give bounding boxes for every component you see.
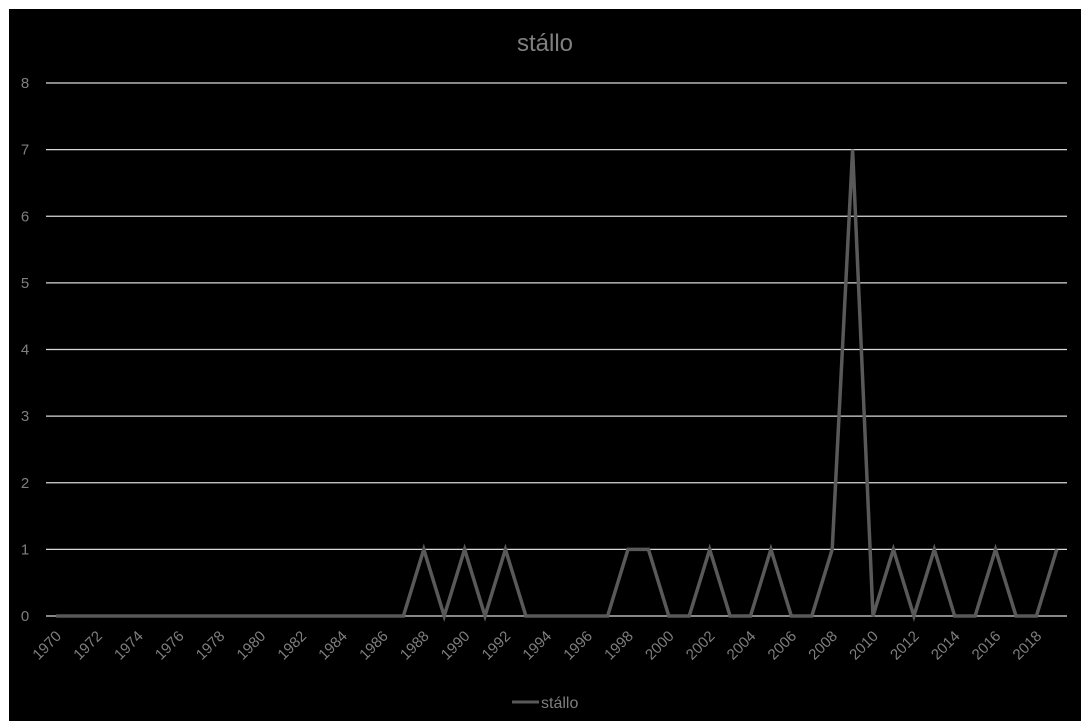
x-tick-label: 1976	[152, 628, 188, 664]
x-tick-label: 1996	[560, 628, 596, 664]
x-tick-label: 2002	[683, 628, 719, 664]
gridlines	[46, 83, 1067, 549]
x-tick-label: 1994	[519, 628, 555, 664]
y-tick-label: 0	[21, 608, 29, 625]
x-tick-label: 2016	[969, 628, 1005, 664]
x-tick-label: 1982	[274, 628, 310, 664]
x-tick-label: 2014	[928, 628, 964, 664]
x-tick-label: 1988	[397, 628, 433, 664]
x-tick-label: 2018	[1010, 628, 1046, 664]
chart-title: stállo	[517, 30, 573, 57]
y-tick-label: 8	[21, 75, 29, 92]
y-tick-label: 1	[21, 541, 29, 558]
x-tick-label: 2010	[846, 628, 882, 664]
x-tick-label: 1998	[601, 628, 637, 664]
x-tick-label: 1990	[438, 628, 474, 664]
x-tick-label: 1992	[479, 628, 515, 664]
x-tick-label: 1974	[111, 628, 147, 664]
y-tick-label: 6	[21, 208, 29, 225]
x-tick-label: 2012	[887, 628, 923, 664]
x-tick-label: 1978	[193, 628, 229, 664]
legend-label: stállo	[541, 695, 578, 712]
y-tick-label: 3	[21, 408, 29, 425]
y-tick-label: 7	[21, 142, 29, 159]
x-tick-label: 1980	[234, 628, 270, 664]
x-tick-label: 2000	[642, 628, 678, 664]
y-tick-label: 4	[21, 342, 29, 359]
series-line	[56, 150, 1057, 616]
x-tick-label: 2008	[805, 628, 841, 664]
x-tick-label: 1984	[315, 628, 351, 664]
y-axis-tick-labels: 0 1 2 3 4 5 6 7 8	[21, 75, 29, 625]
y-tick-label: 5	[21, 275, 29, 292]
y-tick-label: 2	[21, 475, 29, 492]
x-tick-label: 1986	[356, 628, 392, 664]
x-tick-label: 2006	[765, 628, 801, 664]
x-tick-label: 1972	[70, 628, 106, 664]
x-tick-label: 1970	[29, 628, 65, 664]
legend: stállo	[512, 695, 578, 712]
series-layer	[56, 150, 1057, 616]
x-tick-label: 2004	[724, 628, 760, 664]
